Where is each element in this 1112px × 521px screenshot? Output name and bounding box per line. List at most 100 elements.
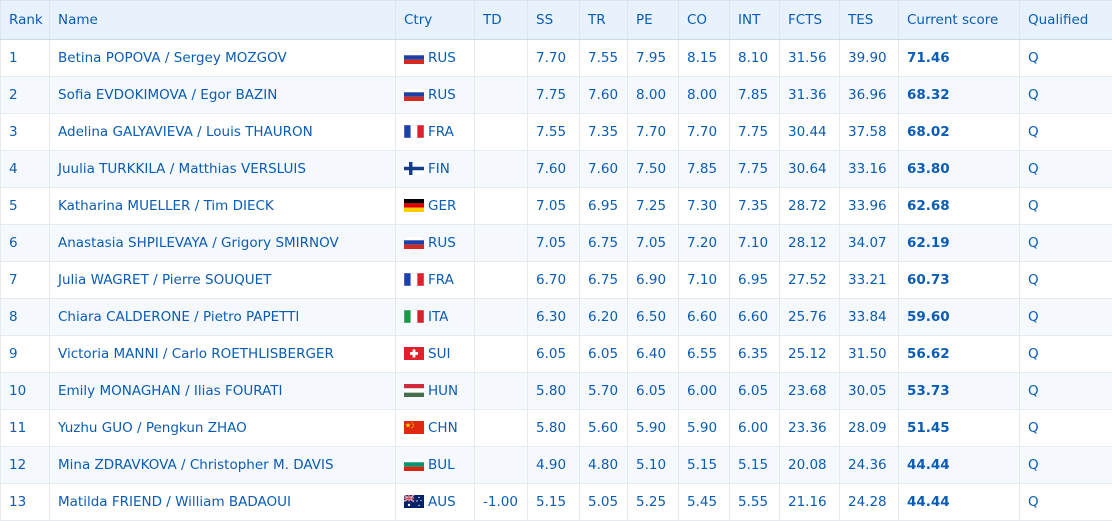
- column-header-td[interactable]: TD: [475, 1, 528, 40]
- qualified-cell: Q: [1020, 484, 1112, 521]
- tes-cell: 37.58: [840, 114, 899, 151]
- skater-name-link[interactable]: Katharina MUELLER / Tim DIECK: [50, 188, 396, 225]
- skater-name-link[interactable]: Anastasia SHPILEVAYA / Grigory SMIRNOV: [50, 225, 396, 262]
- fcts-cell: 30.64: [780, 151, 840, 188]
- rank-cell: 9: [1, 336, 50, 373]
- country-cell: RUS: [396, 225, 475, 262]
- fcts-cell: 23.68: [780, 373, 840, 410]
- country-cell: CHN: [396, 410, 475, 447]
- skater-name-link[interactable]: Betina POPOVA / Sergey MOZGOV: [50, 40, 396, 77]
- pe-cell: 5.10: [628, 447, 679, 484]
- pe-cell: 7.95: [628, 40, 679, 77]
- column-header-tes[interactable]: TES: [840, 1, 899, 40]
- fcts-cell: 21.16: [780, 484, 840, 521]
- column-header-qualified[interactable]: Qualified: [1020, 1, 1112, 40]
- skater-name-link[interactable]: Julia WAGRET / Pierre SOUQUET: [50, 262, 396, 299]
- country-cell: SUI: [396, 336, 475, 373]
- qualified-cell: Q: [1020, 151, 1112, 188]
- column-header-rank[interactable]: Rank: [1, 1, 50, 40]
- skater-name-link[interactable]: Mina ZDRAVKOVA / Christopher M. DAVIS: [50, 447, 396, 484]
- skater-name-link[interactable]: Victoria MANNI / Carlo ROETHLISBERGER: [50, 336, 396, 373]
- tr-cell: 6.20: [580, 299, 628, 336]
- fcts-cell: 28.12: [780, 225, 840, 262]
- pe-cell: 6.05: [628, 373, 679, 410]
- rank-cell: 12: [1, 447, 50, 484]
- pe-cell: 6.90: [628, 262, 679, 299]
- country-code: FIN: [428, 161, 450, 177]
- td-cell: [475, 188, 528, 225]
- column-header-pe[interactable]: PE: [628, 1, 679, 40]
- td-cell: [475, 262, 528, 299]
- country-code: FRA: [428, 272, 454, 288]
- column-header-fcts[interactable]: FCTS: [780, 1, 840, 40]
- country-code: FRA: [428, 124, 454, 140]
- tes-cell: 33.84: [840, 299, 899, 336]
- skater-name-link[interactable]: Adelina GALYAVIEVA / Louis THAURON: [50, 114, 396, 151]
- pe-cell: 7.25: [628, 188, 679, 225]
- country-code: ITA: [428, 309, 448, 325]
- pe-cell: 7.70: [628, 114, 679, 151]
- skater-name-link[interactable]: Yuzhu GUO / Pengkun ZHAO: [50, 410, 396, 447]
- current-score-cell: 59.60: [899, 299, 1020, 336]
- ss-cell: 7.75: [528, 77, 580, 114]
- country-cell: GER: [396, 188, 475, 225]
- country-cell: RUS: [396, 77, 475, 114]
- rank-cell: 5: [1, 188, 50, 225]
- td-cell: [475, 410, 528, 447]
- column-header-current-score[interactable]: Current score: [899, 1, 1020, 40]
- tes-cell: 34.07: [840, 225, 899, 262]
- country-cell: ITA: [396, 299, 475, 336]
- column-header-int[interactable]: INT: [730, 1, 780, 40]
- tr-cell: 7.35: [580, 114, 628, 151]
- qualified-cell: Q: [1020, 336, 1112, 373]
- ss-cell: 7.55: [528, 114, 580, 151]
- fr-flag-icon: [404, 273, 424, 286]
- int-cell: 7.85: [730, 77, 780, 114]
- td-cell: [475, 151, 528, 188]
- fcts-cell: 25.76: [780, 299, 840, 336]
- skater-name-link[interactable]: Sofia EVDOKIMOVA / Egor BAZIN: [50, 77, 396, 114]
- co-cell: 7.85: [679, 151, 730, 188]
- tr-cell: 6.95: [580, 188, 628, 225]
- qualified-cell: Q: [1020, 114, 1112, 151]
- column-header-ss[interactable]: SS: [528, 1, 580, 40]
- column-header-name[interactable]: Name: [50, 1, 396, 40]
- co-cell: 8.15: [679, 40, 730, 77]
- int-cell: 7.10: [730, 225, 780, 262]
- column-header-co[interactable]: CO: [679, 1, 730, 40]
- pe-cell: 6.50: [628, 299, 679, 336]
- fcts-cell: 31.56: [780, 40, 840, 77]
- int-cell: 6.35: [730, 336, 780, 373]
- current-score-cell: 44.44: [899, 484, 1020, 521]
- td-cell: [475, 336, 528, 373]
- country-code: AUS: [428, 494, 456, 510]
- country-code: SUI: [428, 346, 450, 362]
- co-cell: 5.45: [679, 484, 730, 521]
- skater-name-link[interactable]: Emily MONAGHAN / Ilias FOURATI: [50, 373, 396, 410]
- skater-name-link[interactable]: Chiara CALDERONE / Pietro PAPETTI: [50, 299, 396, 336]
- co-cell: 8.00: [679, 77, 730, 114]
- rank-cell: 4: [1, 151, 50, 188]
- pe-cell: 5.90: [628, 410, 679, 447]
- skater-name-link[interactable]: Juulia TURKKILA / Matthias VERSLUIS: [50, 151, 396, 188]
- fcts-cell: 31.36: [780, 77, 840, 114]
- tes-cell: 33.21: [840, 262, 899, 299]
- column-header-tr[interactable]: TR: [580, 1, 628, 40]
- country-cell: FIN: [396, 151, 475, 188]
- ch-flag-icon: [404, 347, 424, 360]
- column-header-ctry[interactable]: Ctry: [396, 1, 475, 40]
- skater-name-link[interactable]: Matilda FRIEND / William BADAOUI: [50, 484, 396, 521]
